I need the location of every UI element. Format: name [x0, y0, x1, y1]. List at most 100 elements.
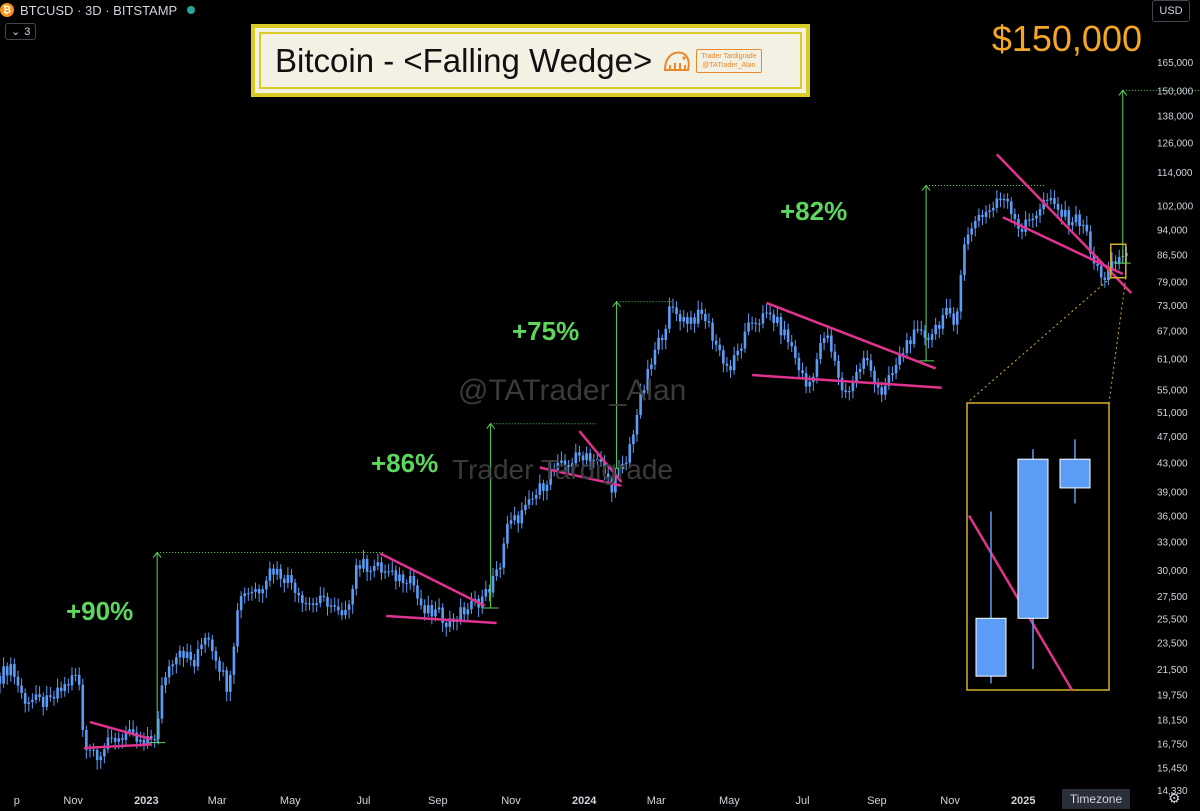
- time-tick-label: 2025: [1011, 795, 1035, 807]
- candle-body: [977, 214, 981, 221]
- candle-body: [153, 738, 157, 740]
- candle-body: [189, 651, 193, 660]
- candle-body: [639, 392, 642, 415]
- candle-body: [642, 390, 646, 393]
- time-tick-label: May: [719, 795, 740, 807]
- candle-body: [372, 565, 376, 571]
- candle-body: [16, 676, 20, 686]
- time-tick-label: 2023: [134, 795, 158, 807]
- bitcoin-icon: ₿: [0, 3, 14, 17]
- candle-body: [1009, 201, 1013, 214]
- time-tick-label: p: [14, 795, 20, 807]
- wedge-line: [386, 614, 497, 625]
- candle-body: [786, 329, 790, 343]
- candle-body: [63, 684, 67, 692]
- candle-body: [160, 685, 164, 719]
- candle-body: [95, 749, 99, 761]
- candle-body: [369, 570, 372, 572]
- candle-body: [653, 349, 657, 365]
- currency-button[interactable]: USD: [1152, 0, 1190, 22]
- candle-body: [257, 589, 261, 594]
- candle-body: [149, 735, 153, 740]
- time-tick-label: Sep: [867, 795, 887, 807]
- candle-body: [448, 618, 452, 627]
- arrow-head: [921, 184, 931, 191]
- candle-body: [855, 371, 858, 382]
- arrow-head: [486, 422, 496, 430]
- candle-body: [362, 558, 365, 569]
- pct-move-label: +86%: [371, 448, 439, 478]
- candle-body: [1114, 261, 1117, 264]
- candle-body: [311, 603, 315, 605]
- time-tick-label: Jul: [795, 795, 809, 807]
- price-tick-label: 86,500: [1157, 250, 1188, 261]
- candle-body: [603, 461, 606, 474]
- candle-body: [596, 459, 599, 461]
- candle-body: [865, 358, 869, 361]
- price-tick-label: 36,000: [1157, 512, 1188, 523]
- candle-body: [23, 693, 27, 704]
- candle-body: [549, 469, 552, 485]
- candle-body: [283, 578, 286, 584]
- candle-body: [167, 666, 171, 678]
- zoom-connector: [1108, 277, 1127, 404]
- candle-body: [1085, 224, 1089, 232]
- candle-body: [657, 337, 660, 350]
- candle-body: [779, 316, 783, 336]
- logo-line-2: @TATrader_Alan: [702, 61, 756, 69]
- gear-icon[interactable]: ⚙: [1168, 790, 1181, 806]
- candle-body: [862, 358, 865, 369]
- candle-body: [405, 583, 408, 585]
- candle-body: [588, 453, 592, 462]
- candle-body: [675, 307, 678, 315]
- candle-body: [77, 674, 81, 685]
- candle-body: [873, 370, 876, 384]
- watermark-brand: Trader Tardigrade: [452, 454, 674, 485]
- candle-body: [646, 368, 650, 391]
- candle-body: [502, 543, 506, 568]
- symbol-header[interactable]: ₿ BTCUSD · 3D · BITSTAMP: [0, 0, 196, 20]
- candle-body: [196, 649, 200, 667]
- candle-body: [858, 368, 862, 372]
- candle-body: [495, 569, 498, 577]
- candle-body: [329, 605, 333, 607]
- candle-body: [211, 639, 214, 652]
- time-tick-label: Nov: [63, 795, 83, 807]
- candle-body: [279, 568, 283, 579]
- candle-body: [790, 342, 794, 347]
- wedge-line: [766, 301, 937, 370]
- candle-body: [466, 609, 470, 615]
- candle-body: [991, 207, 995, 211]
- candle-body: [247, 593, 250, 595]
- time-tick-label: Nov: [501, 795, 521, 807]
- candle-body: [297, 592, 300, 596]
- candle-body: [671, 306, 675, 308]
- candle-body: [740, 348, 743, 351]
- candle-body: [376, 562, 380, 566]
- timezone-button[interactable]: Timezone: [1062, 789, 1130, 809]
- candle-body: [41, 696, 45, 707]
- wedge-line: [379, 552, 486, 607]
- candle-body: [768, 312, 772, 315]
- time-tick-label: Mar: [208, 795, 227, 807]
- candle-body: [714, 340, 718, 345]
- candle-body: [660, 337, 664, 341]
- price-tick-label: 23,500: [1157, 639, 1188, 650]
- price-tick-label: 94,000: [1157, 226, 1188, 237]
- interval-toggle[interactable]: ⌄ 3: [5, 23, 37, 40]
- candle-body: [570, 463, 574, 467]
- time-tick-label: Sep: [428, 795, 448, 807]
- candle-body: [20, 685, 23, 694]
- candle-body: [236, 610, 239, 647]
- candle-body: [484, 588, 488, 597]
- candle-body: [85, 729, 88, 750]
- candle-body: [49, 695, 52, 697]
- candle-body: [970, 228, 973, 235]
- candle-body: [1067, 210, 1071, 226]
- candle-body: [444, 622, 448, 627]
- author-logo: Trader Tardigrade @TATrader_Alan: [662, 48, 762, 74]
- candle-body: [632, 434, 635, 445]
- candle-body: [801, 370, 804, 374]
- wedge-line: [995, 153, 1133, 294]
